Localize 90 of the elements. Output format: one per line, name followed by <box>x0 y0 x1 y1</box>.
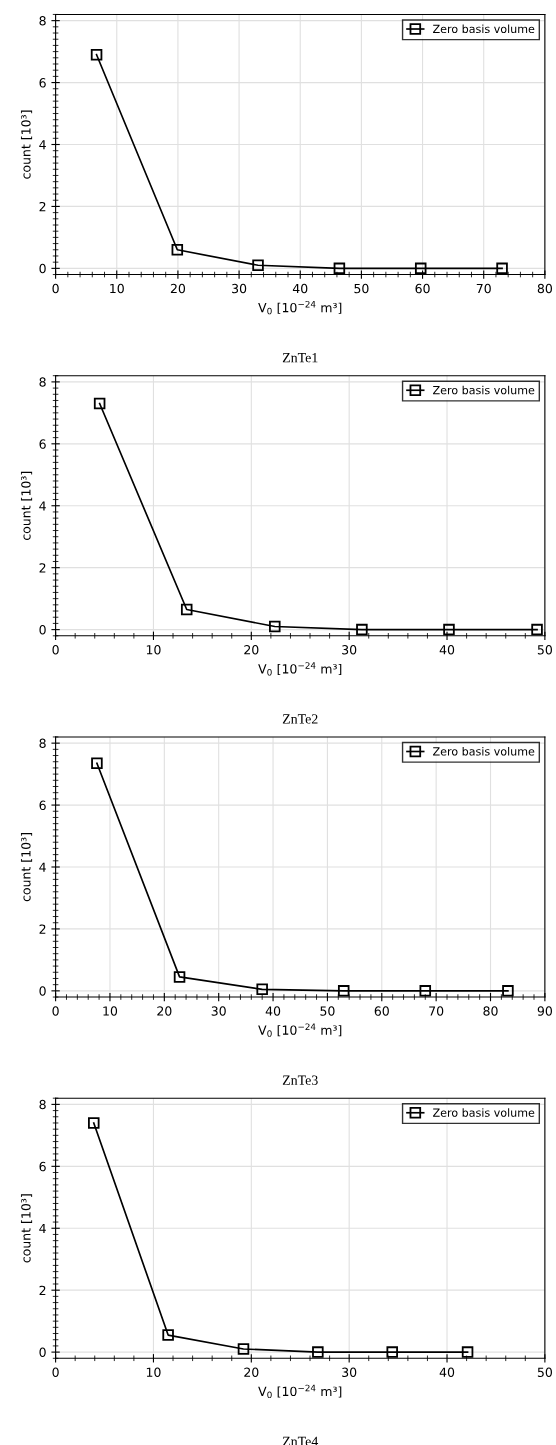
x-tick-label: 40 <box>292 283 308 294</box>
point <box>419 985 432 997</box>
point <box>162 1329 174 1341</box>
point <box>252 259 264 272</box>
x-tick-label: 40 <box>439 1367 455 1377</box>
text: ZnTe3 <box>282 1075 318 1085</box>
x-tick-label: 50 <box>537 645 552 655</box>
x-axis-title: V$_{0}$ [10$^{−24}$ m³] <box>258 300 342 315</box>
legend-label: Zero basis volume <box>433 746 535 756</box>
point <box>312 1346 324 1358</box>
point <box>386 1346 398 1358</box>
y-tick-label: 8 <box>39 1099 46 1110</box>
y-tick-label: 0 <box>39 986 46 996</box>
point <box>173 971 186 983</box>
x-tick-label: 40 <box>265 1006 281 1016</box>
x-tick-label: 80 <box>483 1006 498 1016</box>
text: ZnTe2 <box>282 714 318 724</box>
y-tick-label: 0 <box>39 1347 46 1358</box>
x-tick-label: 60 <box>374 1006 389 1016</box>
y-tick-label: 2 <box>39 1285 46 1295</box>
x-tick-label: 30 <box>211 1006 226 1016</box>
x-tick-label: 30 <box>342 645 357 655</box>
x-tick-label: 50 <box>537 1367 552 1377</box>
y-tick-label: 4 <box>39 862 46 872</box>
x-tick-label: 90 <box>537 1006 552 1016</box>
x-tick-label: 40 <box>439 645 455 655</box>
legend-label: Zero basis volume <box>433 1108 535 1117</box>
point <box>333 262 346 275</box>
y-tick-label: 6 <box>39 1161 46 1172</box>
x-tick-label: 0 <box>52 1367 59 1377</box>
x-tick-label: 20 <box>244 1367 259 1377</box>
y-axis-title: count [10³] <box>20 1194 33 1263</box>
y-tick-label: 6 <box>39 78 46 88</box>
point <box>502 985 514 997</box>
x-tick-label: 0 <box>52 645 59 655</box>
y-tick-label: 2 <box>39 924 46 934</box>
y-tick-label: 6 <box>39 800 46 810</box>
y-tick-label: 2 <box>39 563 46 573</box>
x-tick-label: 70 <box>476 283 491 294</box>
y-tick-label: 4 <box>39 1223 46 1233</box>
point <box>93 397 106 410</box>
point <box>256 983 268 996</box>
point <box>87 1117 100 1129</box>
point <box>531 623 543 636</box>
y-axis-title: count [10³] <box>20 110 33 179</box>
x-tick-label: 20 <box>170 283 186 294</box>
x-tick-label: 0 <box>52 1006 59 1016</box>
x-tick-label: 70 <box>429 1006 444 1016</box>
x-tick-label: 20 <box>157 1006 172 1016</box>
point <box>461 1346 474 1358</box>
point <box>91 757 103 770</box>
x-tick-label: 30 <box>232 283 247 294</box>
x-tick-label: 10 <box>103 1006 118 1016</box>
x-axis-title: V$_{0}$ [10$^{−24}$ m³] <box>258 1384 342 1399</box>
x-tick-label: 30 <box>342 1367 357 1377</box>
y-tick-label: 8 <box>39 738 46 749</box>
point <box>414 262 427 275</box>
y-tick-label: 0 <box>39 263 46 274</box>
x-tick-label: 80 <box>537 283 552 294</box>
y-tick-label: 0 <box>39 625 46 635</box>
point <box>356 623 368 636</box>
point <box>237 1343 250 1355</box>
point <box>337 985 350 997</box>
point <box>180 603 193 616</box>
y-tick-label: 8 <box>39 16 46 26</box>
x-tick-label: 50 <box>354 283 369 294</box>
point <box>269 620 281 633</box>
legend-label: Zero basis volume <box>433 385 535 395</box>
text: ZnTe1 <box>282 353 318 363</box>
point <box>90 48 103 61</box>
point <box>496 262 508 275</box>
y-tick-label: 6 <box>39 439 46 449</box>
y-tick-label: 4 <box>39 501 46 511</box>
y-axis-title: count [10³] <box>20 833 33 902</box>
x-axis-title: V$_{0}$ [10$^{−24}$ m³] <box>258 1023 342 1037</box>
legend-label: Zero basis volume <box>433 24 535 34</box>
point <box>443 623 455 636</box>
y-axis-title: count [10³] <box>20 471 33 541</box>
x-tick-label: 10 <box>110 283 124 294</box>
x-axis-title: V$_{0}$ [10$^{−24}$ m³] <box>258 662 342 676</box>
point <box>171 244 184 256</box>
y-tick-label: 2 <box>39 201 46 212</box>
x-tick-label: 20 <box>244 645 259 655</box>
x-tick-label: 0 <box>52 283 59 294</box>
y-tick-label: 8 <box>39 377 46 387</box>
x-tick-label: 60 <box>415 283 430 294</box>
x-tick-label: 10 <box>146 1367 161 1377</box>
y-tick-label: 4 <box>39 140 46 150</box>
x-tick-label: 10 <box>146 645 161 655</box>
x-tick-label: 50 <box>320 1006 335 1016</box>
